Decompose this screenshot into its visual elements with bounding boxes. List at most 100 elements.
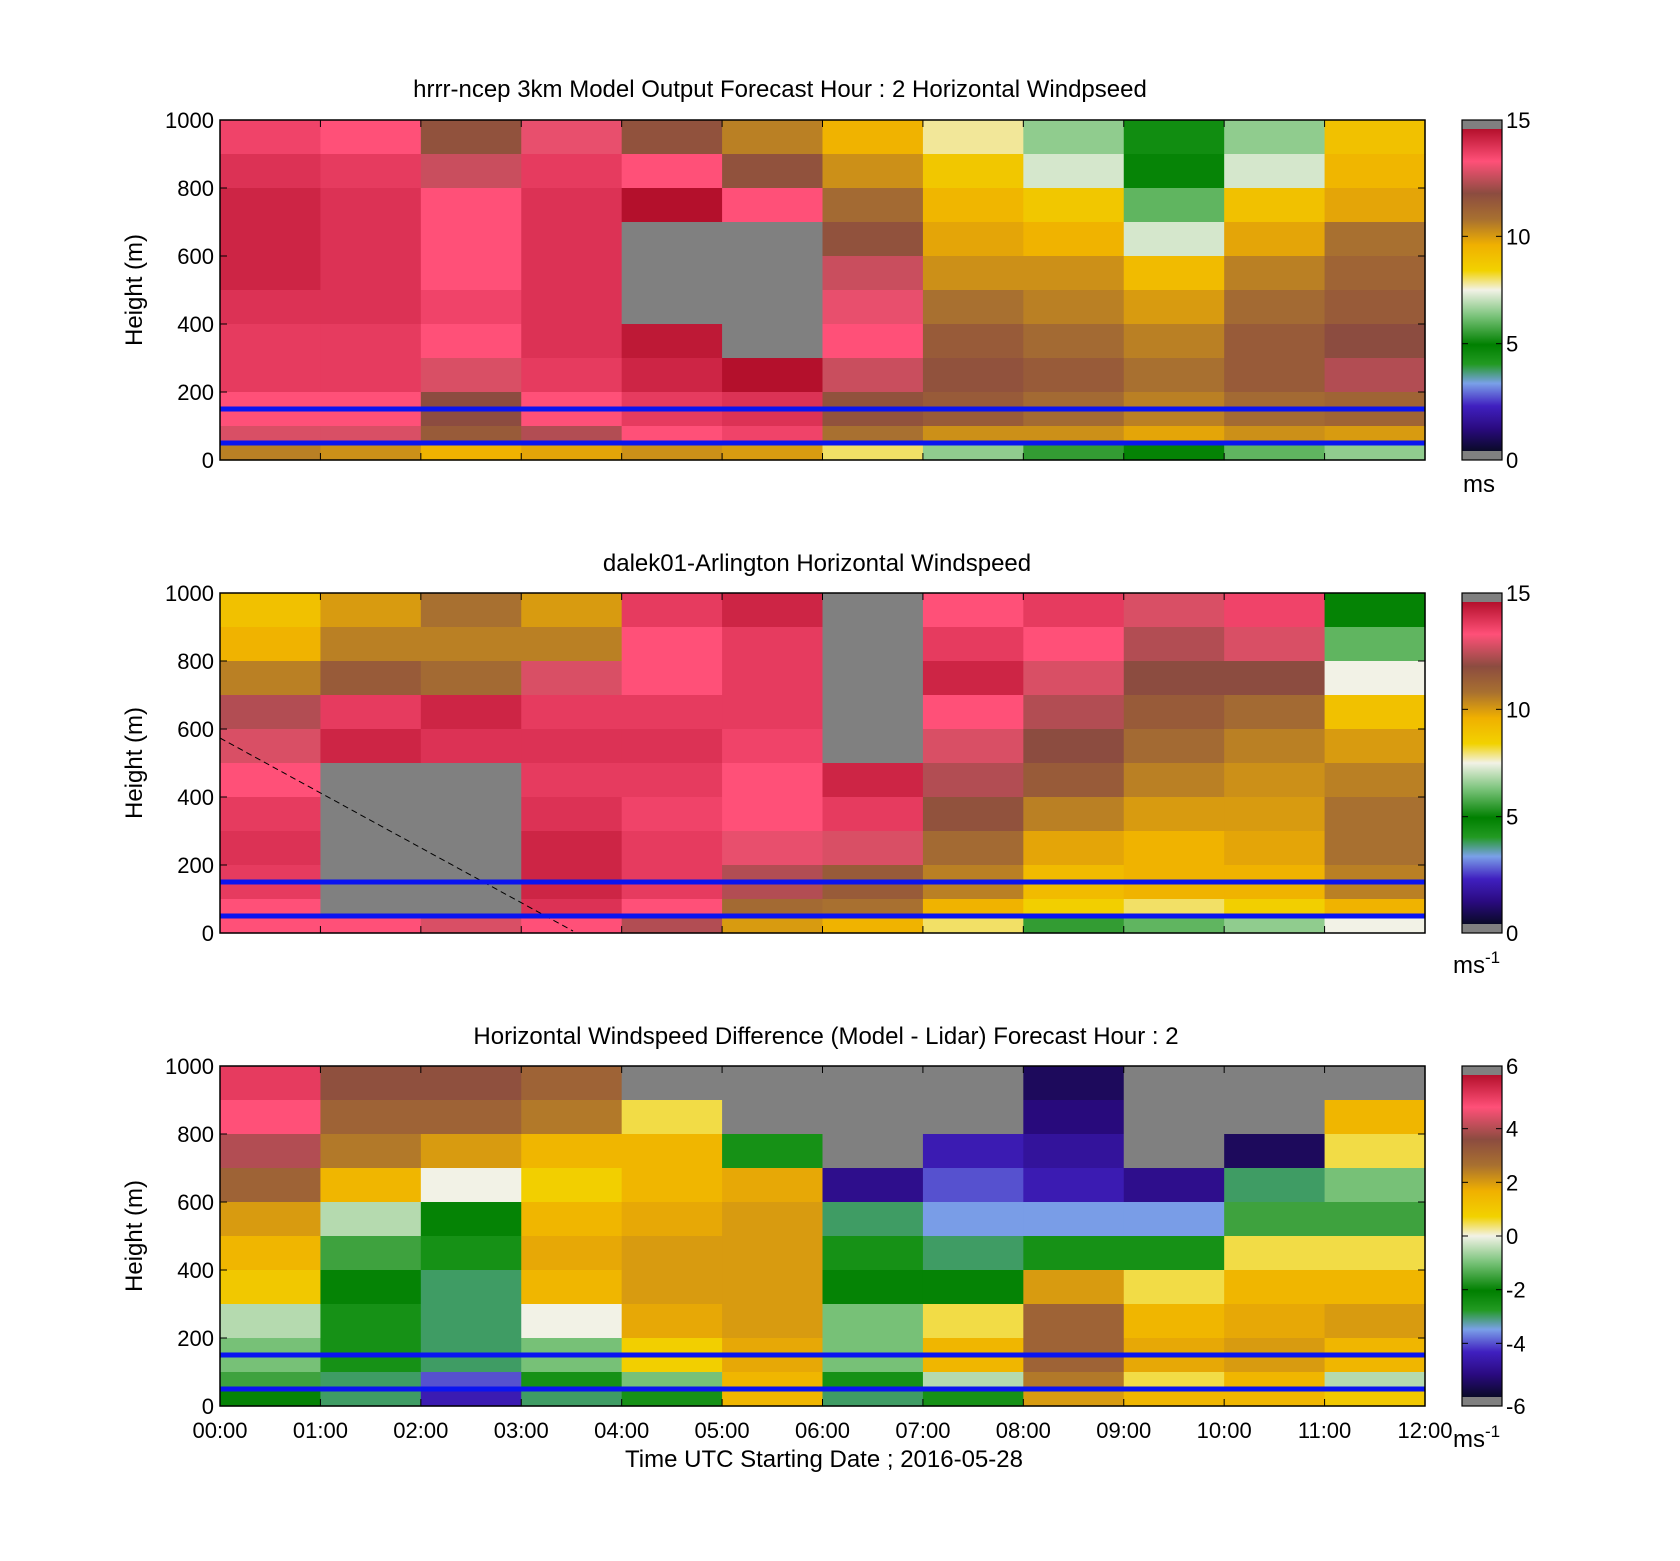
difference-heatmap-cell [1123, 1134, 1225, 1169]
lidar-heatmap-cell [1123, 593, 1225, 628]
model-heatmap-cell [521, 290, 623, 325]
lidar-colorbar-units-exponent: -1 [1485, 948, 1500, 967]
difference-heatmap-cell [621, 1066, 723, 1101]
model-heatmap-cell [220, 222, 322, 257]
difference-heatmap-cell [420, 1372, 522, 1390]
model-heatmap-cell [220, 426, 322, 444]
model-colorbar-tick-label: 5 [1506, 332, 1518, 357]
model-heatmap-cell [922, 256, 1024, 291]
model-y-tick-label: 200 [177, 380, 214, 405]
model-heatmap-cell [1123, 426, 1225, 444]
lidar-heatmap-cell [1023, 661, 1125, 696]
lidar-heatmap-cell [1023, 916, 1125, 934]
model-heatmap-cell [1324, 290, 1426, 325]
difference-heatmap-cell [521, 1389, 623, 1407]
lidar-heatmap-cell [1324, 627, 1426, 662]
difference-heatmap-cell [722, 1236, 824, 1271]
difference-heatmap-cell [1224, 1304, 1326, 1339]
difference-heatmap-cell [922, 1100, 1024, 1135]
model-heatmap-cell [420, 120, 522, 155]
difference-heatmap-cell [822, 1236, 924, 1271]
difference-colorbar-units: ms-1 [1453, 1422, 1500, 1453]
lidar-heatmap-cell [621, 593, 723, 628]
model-colorbar-missing-top [1462, 120, 1502, 129]
model-windspeed-panel: hrrr-ncep 3km Model Output Forecast Hour… [121, 76, 1530, 498]
lidar-heatmap-cell [1023, 627, 1125, 662]
lidar-colorbar-missing-top [1462, 593, 1502, 602]
lidar-heatmap-cell [922, 627, 1024, 662]
lidar-heatmap-cell [1324, 593, 1426, 628]
lidar-windspeed-panel: dalek01-Arlington Horizontal Windspeed 0… [121, 550, 1530, 979]
difference-heatmap-cell [521, 1168, 623, 1203]
lidar-heatmap-cell [722, 763, 824, 798]
difference-heatmap-cell [521, 1134, 623, 1169]
model-heatmap-cell [1324, 426, 1426, 444]
lidar-heatmap-cell [722, 916, 824, 934]
model-colorbar-tick-label: 10 [1506, 224, 1530, 249]
lidar-heatmap-cell [220, 695, 322, 730]
model-heatmap-cell [1224, 358, 1326, 393]
lidar-heatmap-cell [1324, 695, 1426, 730]
lidar-heatmap-cell [922, 593, 1024, 628]
lidar-heatmap-cell [420, 797, 522, 832]
lidar-heatmap-cell [822, 593, 924, 628]
difference-heatmap-cell [220, 1270, 322, 1305]
lidar-heatmap-cell [1023, 593, 1125, 628]
difference-colorbar-tick-label: 0 [1506, 1224, 1518, 1249]
model-heatmap-cell [320, 222, 422, 257]
lidar-heatmap-cell [320, 899, 422, 917]
model-heatmap-cell [1023, 290, 1125, 325]
model-heatmap-cell [922, 188, 1024, 223]
lidar-heatmap-cell [1324, 797, 1426, 832]
model-y-axis-label: Height (m) [121, 234, 148, 346]
lidar-heatmap-cell [420, 593, 522, 628]
model-heatmap [220, 120, 1426, 461]
difference-colorbar: -6 -4 -2 0 2 4 6 ms-1 [1453, 1054, 1526, 1453]
lidar-heatmap-cell [1123, 763, 1225, 798]
lidar-heatmap-cell [1123, 661, 1225, 696]
lidar-heatmap-cell [420, 763, 522, 798]
difference-colorbar-missing-top [1462, 1066, 1502, 1075]
model-heatmap-cell [220, 358, 322, 393]
difference-heatmap-cell [922, 1304, 1024, 1339]
model-colorbar-frame [1461, 119, 1503, 461]
difference-heatmap-cell [722, 1389, 824, 1407]
lidar-heatmap-cell [220, 831, 322, 866]
model-heatmap-cell [621, 120, 723, 155]
difference-heatmap-cell [320, 1066, 422, 1101]
model-heatmap-cell [1023, 426, 1125, 444]
model-heatmap-cell [1023, 358, 1125, 393]
model-heatmap-cell [320, 443, 422, 461]
model-heatmap-cell [320, 290, 422, 325]
lidar-heatmap-cell [220, 627, 322, 662]
difference-heatmap-cell [621, 1168, 723, 1203]
model-colorbar-ramp [1462, 129, 1502, 451]
model-heatmap-cell [420, 358, 522, 393]
difference-heatmap-cell [1324, 1270, 1426, 1305]
difference-colorbar-tick-label: 2 [1506, 1170, 1518, 1195]
model-heatmap-cell [1324, 222, 1426, 257]
difference-heatmap-cell [521, 1236, 623, 1271]
model-heatmap-cell [621, 256, 723, 291]
difference-heatmap-cell [420, 1202, 522, 1237]
lidar-heatmap-cell [722, 593, 824, 628]
lidar-colorbar-tick-label: 15 [1506, 581, 1530, 606]
model-heatmap-cell [220, 120, 322, 155]
difference-heatmap-cell [320, 1202, 422, 1237]
difference-heatmap-cell [420, 1134, 522, 1169]
lidar-heatmap [220, 593, 1426, 934]
difference-x-ticks [219, 1066, 1426, 1406]
difference-heatmap-cell [1324, 1066, 1426, 1101]
difference-heatmap-cell [621, 1236, 723, 1271]
difference-panel-title: Horizontal Windspeed Difference (Model -… [473, 1023, 1178, 1050]
lidar-heatmap-cell [1023, 797, 1125, 832]
x-tick-label: 09:00 [1096, 1418, 1151, 1443]
lidar-heatmap-cell [420, 916, 522, 934]
difference-heatmap-cell [420, 1066, 522, 1101]
difference-heatmap-cell [1224, 1168, 1326, 1203]
lidar-colorbar-units: ms-1 [1453, 948, 1500, 979]
difference-heatmap-cell [420, 1270, 522, 1305]
difference-heatmap-cell [822, 1304, 924, 1339]
difference-heatmap-cell [822, 1134, 924, 1169]
